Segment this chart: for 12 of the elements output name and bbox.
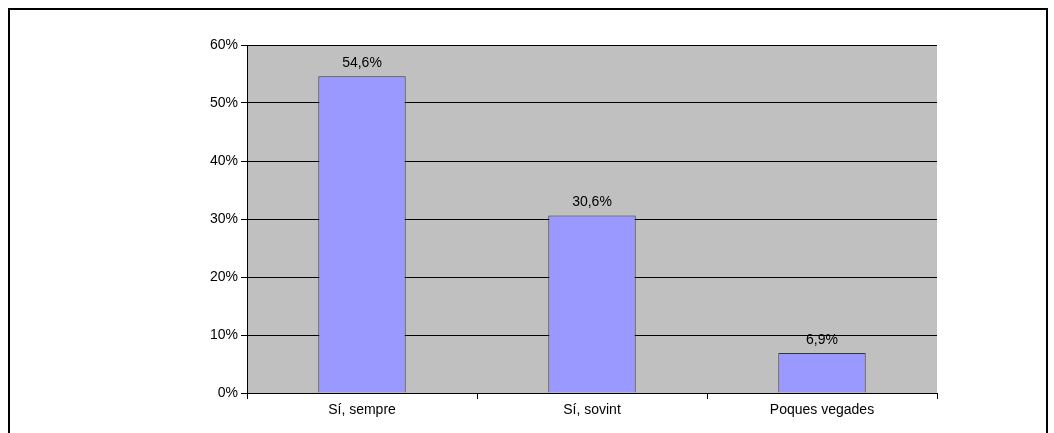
y-tick-label: 60%: [209, 35, 238, 52]
y-tick-label: 30%: [209, 209, 238, 226]
y-tick-label: 50%: [209, 93, 238, 110]
y-tick-label: 40%: [209, 151, 238, 168]
y-tick-label: 20%: [209, 267, 238, 284]
y-tick-label: 0%: [217, 383, 238, 400]
x-tick-label: Poques vegades: [769, 401, 875, 418]
x-tick-label: Sí, sempre: [328, 401, 397, 418]
x-tick-label: Sí, sovint: [563, 401, 621, 418]
y-tick-label: 10%: [209, 325, 238, 342]
data-label: 54,6%: [342, 54, 382, 71]
data-label: 30,6%: [572, 193, 612, 210]
